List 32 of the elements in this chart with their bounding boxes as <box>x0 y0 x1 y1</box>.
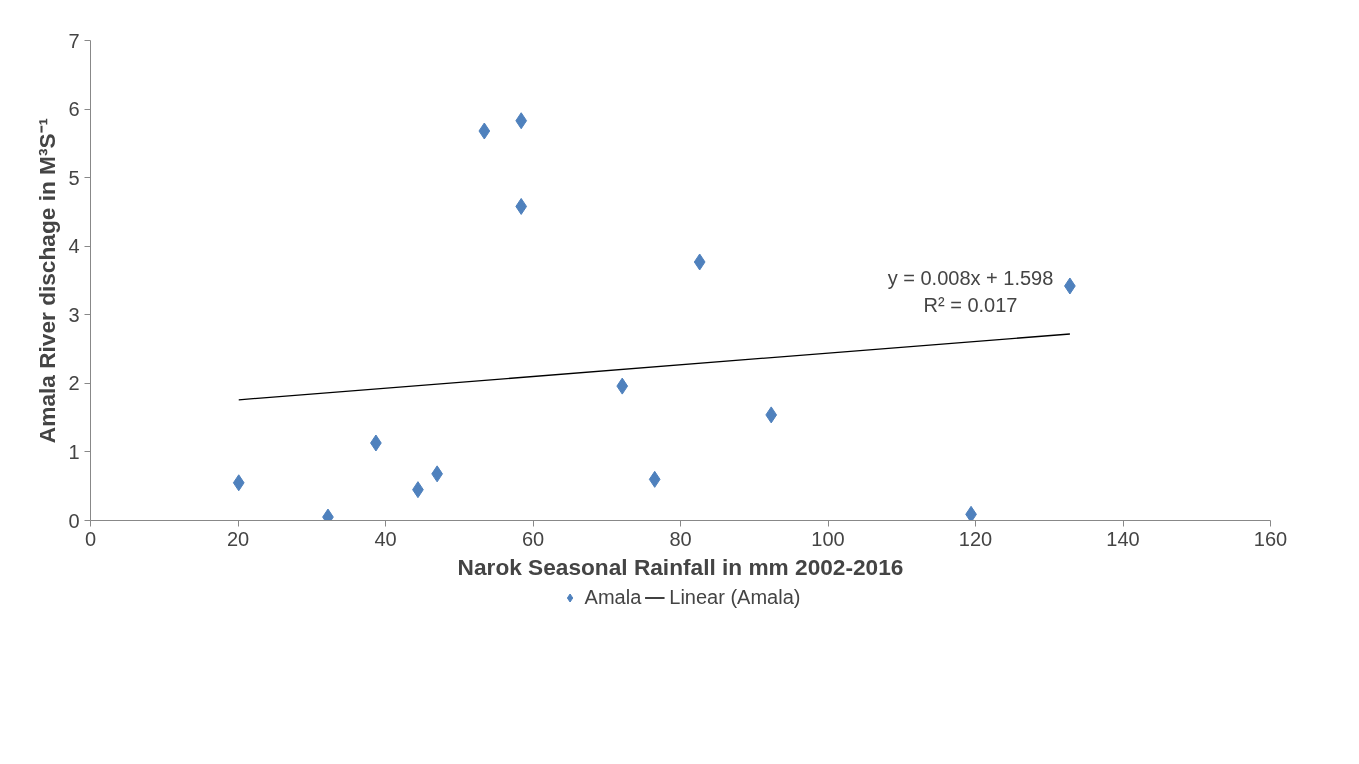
point <box>765 406 778 424</box>
x-tick-label: 160 <box>1253 527 1288 550</box>
point <box>232 474 245 492</box>
legend-label: Amala <box>584 585 642 609</box>
y-tick-label: 4 <box>68 235 80 258</box>
x-tick-label: 80 <box>669 527 692 550</box>
x-tick-label: 60 <box>521 527 545 550</box>
x-axis-title: Narok Seasonal Rainfall in mm 2002-2016 <box>457 553 904 580</box>
y-tick-label: 6 <box>68 98 80 121</box>
point <box>693 253 706 271</box>
y-tick-label: 2 <box>68 372 80 395</box>
point <box>515 197 528 215</box>
x-tick-label: 100 <box>811 527 845 550</box>
point <box>648 470 661 488</box>
annotation: y = 0.008x + 1.598 <box>887 266 1054 289</box>
x-tick-label: 20 <box>226 527 250 550</box>
y-tick-label: 1 <box>68 440 80 463</box>
point <box>515 112 528 130</box>
point <box>616 377 629 395</box>
x-tick-label: 40 <box>374 527 397 550</box>
y-tick-label: 5 <box>68 166 80 189</box>
annotation: R² = 0.017 <box>923 293 1018 316</box>
y-tick-label: 7 <box>68 29 80 52</box>
x-tick-label: 0 <box>84 527 97 550</box>
y-tick-label: 0 <box>68 509 80 532</box>
point <box>478 122 491 140</box>
x-tick-label: 120 <box>958 527 993 550</box>
y-tick-label: 3 <box>68 303 80 326</box>
point <box>965 505 977 521</box>
x-tick-label: 140 <box>1106 527 1140 550</box>
legend-label: Linear (Amala) <box>669 585 801 609</box>
y-axis-title: Amala River dischage in M³S⁻¹ <box>34 117 61 444</box>
